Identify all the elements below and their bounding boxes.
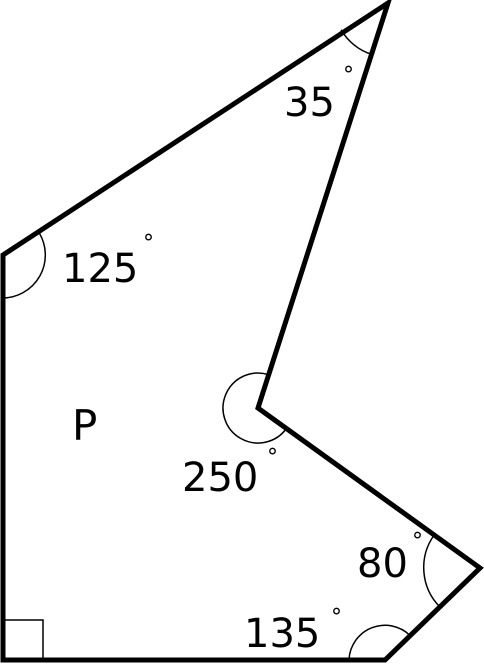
angle-value-135: 135 xyxy=(244,611,320,657)
angle-value-125: 125 xyxy=(62,246,138,292)
angle-arc-right xyxy=(422,534,441,608)
angle-value-35: 35 xyxy=(284,80,335,126)
angle-value-80: 80 xyxy=(357,541,408,587)
angle-label-135: 135 xyxy=(244,611,320,657)
angle-arc-top xyxy=(340,29,372,56)
degree-mark-250: ° xyxy=(267,445,278,470)
angle-label-250: 250 xyxy=(182,455,258,501)
angle-arc-upper-left xyxy=(2,233,47,299)
degree-mark-80: ° xyxy=(412,529,423,554)
angle-label-125: 125 xyxy=(62,246,138,292)
angle-arc-bottom-right xyxy=(348,624,411,661)
angle-label-80: 80 xyxy=(357,541,408,587)
shape-label-p: P xyxy=(72,401,97,450)
angle-value-250: 250 xyxy=(182,455,258,501)
degree-mark-125: ° xyxy=(143,231,154,256)
angle-arc-reflex xyxy=(222,372,288,444)
degree-mark-35: ° xyxy=(343,63,354,88)
degree-mark-135: ° xyxy=(331,605,342,630)
right-angle-marker xyxy=(3,619,44,660)
angle-label-35: 35 xyxy=(284,80,335,126)
